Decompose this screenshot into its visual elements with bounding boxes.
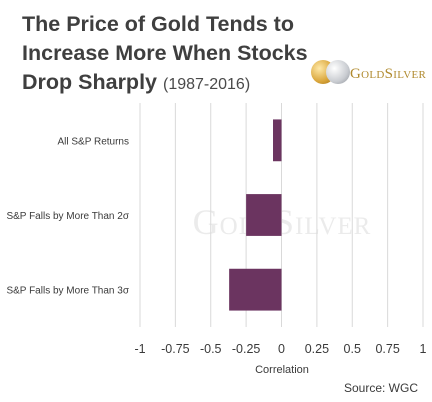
chart-title: The Price of Gold Tends to Increase More… — [22, 10, 312, 99]
x-tick-label: 0.75 — [375, 342, 399, 356]
x-tick-label: 0.5 — [344, 342, 361, 356]
x-axis-title: Correlation — [255, 364, 309, 376]
goldsilver-logo: GoldSilver — [309, 60, 432, 90]
x-tick-label: 1 — [420, 342, 427, 356]
silver-coin-icon — [326, 60, 350, 84]
x-tick-label: -0.25 — [232, 342, 261, 356]
bar — [273, 119, 282, 162]
title-line-3-text: Drop Sharply — [22, 70, 157, 94]
x-tick-label: -0.75 — [161, 342, 190, 356]
category-label: S&P Falls by More Than 3σ — [6, 286, 129, 297]
x-tick-label: -1 — [134, 342, 145, 356]
title-line-3: Drop Sharply (1987-2016) — [22, 68, 312, 99]
x-tick-labels: -1 -0.75 -0.5 -0.25 0 0.25 0.5 0.75 1 — [134, 342, 426, 356]
x-tick-label: -0.5 — [200, 342, 222, 356]
logo-text: GoldSilver — [350, 66, 427, 82]
source-note: Source: WGC — [343, 381, 418, 395]
title-line-2: Increase More When Stocks — [22, 41, 308, 65]
x-tick-label: 0 — [278, 342, 285, 356]
title-years: (1987-2016) — [162, 76, 251, 93]
title-line-1: The Price of Gold Tends to — [22, 12, 294, 36]
category-label: S&P Falls by More Than 2σ — [6, 211, 129, 222]
category-labels: All S&P Returns S&P Falls by More Than 2σ… — [6, 136, 129, 296]
bar — [246, 194, 282, 236]
category-label: All S&P Returns — [57, 136, 129, 147]
bar — [229, 268, 282, 311]
bars — [229, 119, 282, 311]
x-tick-label: 0.25 — [305, 342, 329, 356]
